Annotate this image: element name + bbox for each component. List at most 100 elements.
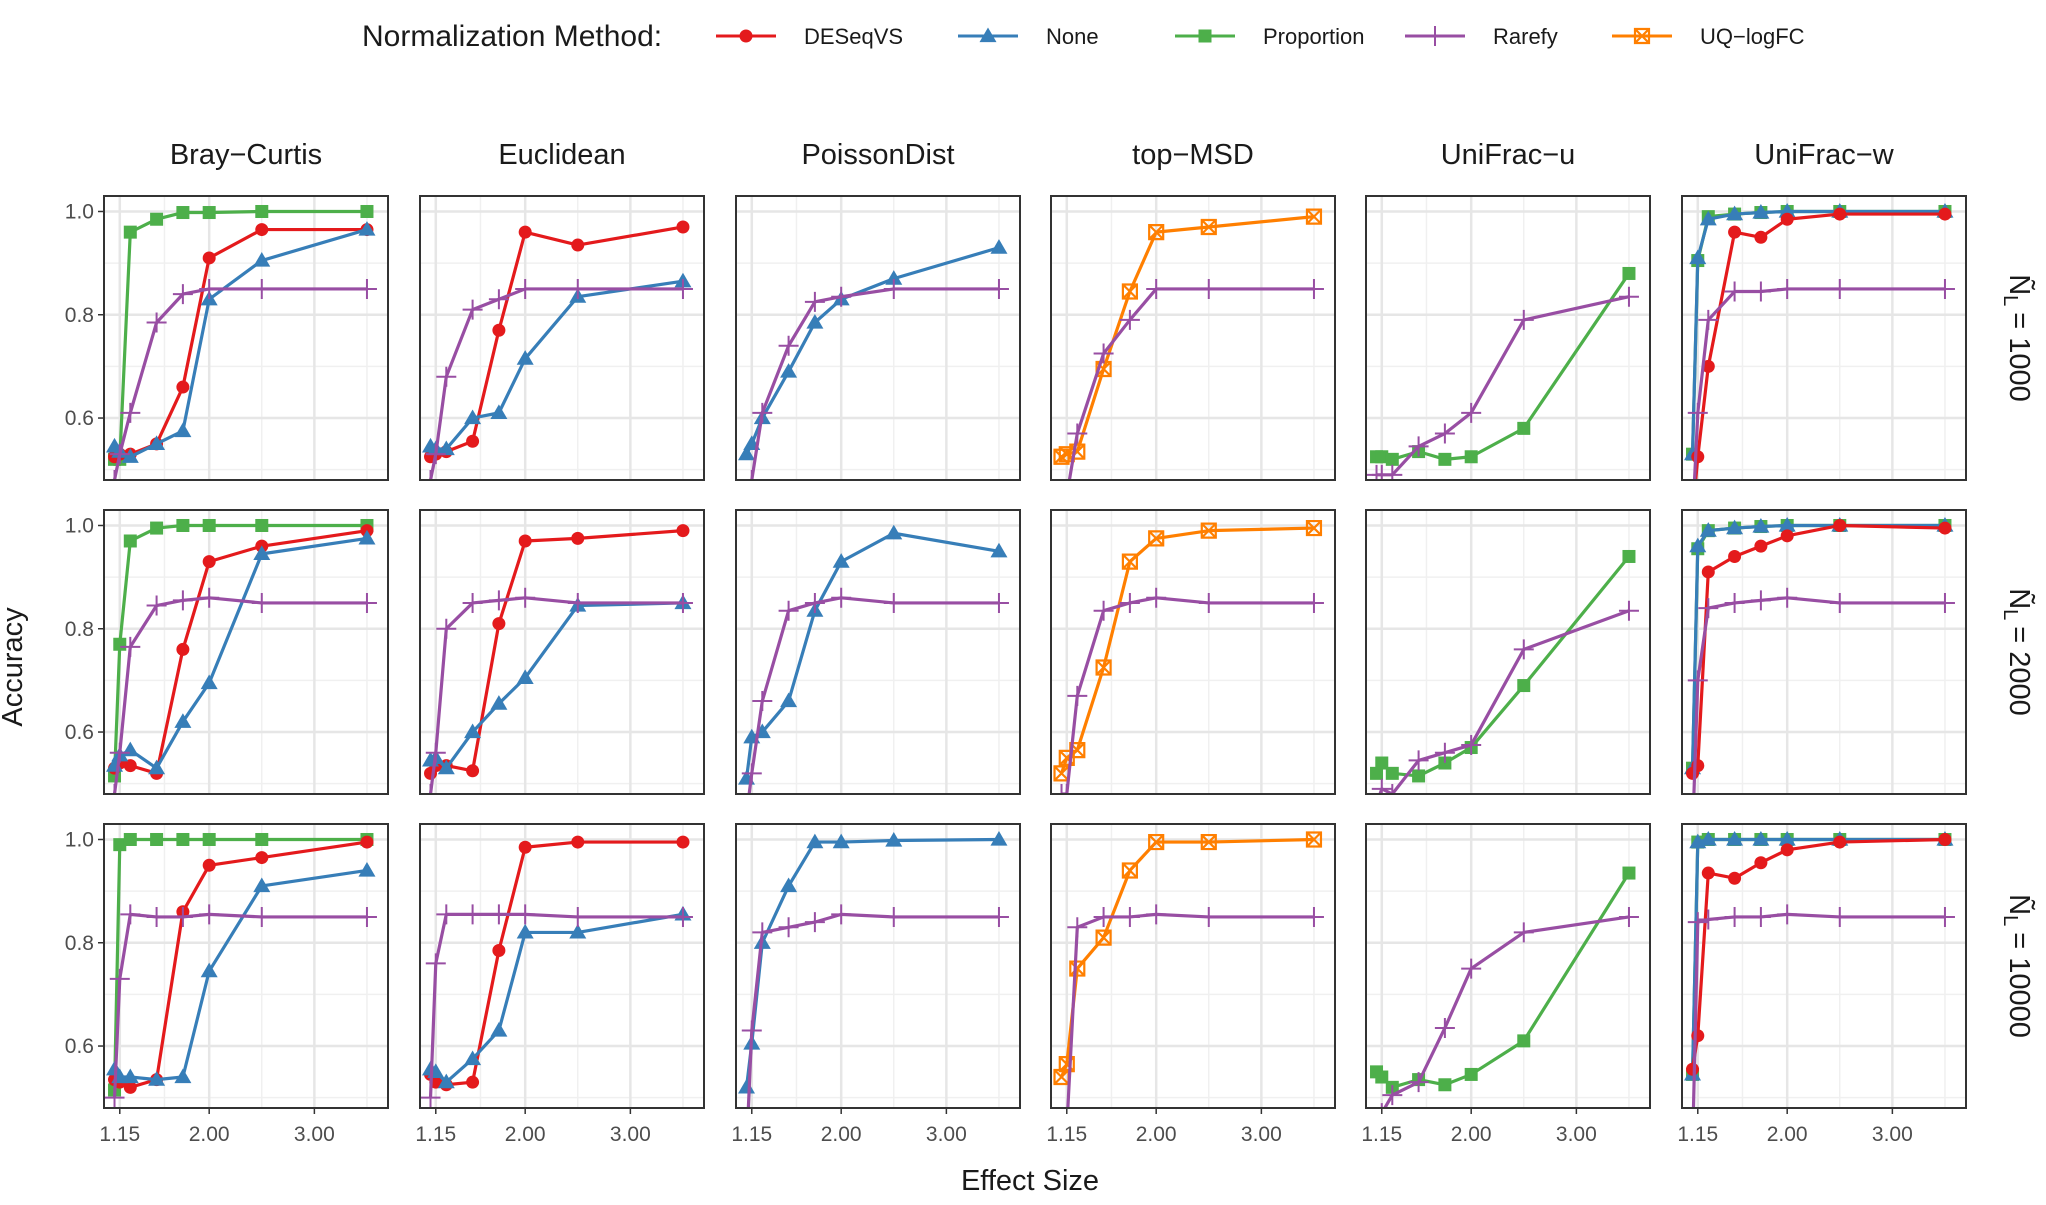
data-point [202,555,216,569]
data-point [1698,598,1719,619]
row-title: ÑL = 2000 [1999,588,2037,716]
facet-panel [419,195,705,481]
data-point [492,323,506,337]
panel-border [103,195,389,481]
data-point [109,968,130,989]
series-rarefy [1687,587,1955,794]
data-point [113,838,127,852]
data-point [1067,685,1088,706]
data-point [251,592,272,613]
data-point [1622,549,1636,563]
legend-title: Normalization Method: [362,20,662,53]
data-point [1382,1085,1403,1106]
data-point [1464,450,1478,464]
data-point [1687,912,1708,933]
data-point [1434,1017,1455,1038]
data-point [202,832,216,846]
column-title: Euclidean [498,139,625,171]
data-point [1148,224,1165,241]
x-tick-label: 3.00 [926,1123,967,1146]
panel-background [1051,824,1335,1108]
data-point [1754,230,1768,244]
legend-item: Proportion [1175,24,1365,49]
data-point [146,312,167,333]
y-tick-label: 0.6 [65,1035,94,1058]
data-point [780,877,798,893]
data-point [109,742,130,763]
data-point [462,904,483,925]
data-point [199,587,220,608]
data-point [780,363,798,378]
data-point [569,923,587,939]
panel-border [103,509,389,795]
data-point [120,402,141,423]
facet-panel [735,509,1021,795]
data-point [1752,518,1770,533]
series-rarefy [1051,587,1324,794]
series-rarefy [1067,278,1324,480]
data-point [420,784,441,794]
data-point [1513,639,1534,660]
data-point [1056,784,1077,794]
x-tick-label: 3.00 [1872,1123,1913,1146]
x-tick-label: 1.15 [1361,1123,1402,1146]
data-point [150,832,164,846]
data-point [1198,278,1219,299]
data-point [1934,592,1955,613]
data-point [1622,866,1636,880]
series-rarefy [104,587,377,794]
data-point [425,444,446,465]
panel-data [1053,208,1324,480]
data-point [885,524,903,540]
data-point [120,904,141,925]
data-point [1618,906,1639,927]
data-point [356,592,377,613]
x-tick-label: 2.00 [189,1123,230,1146]
data-point [420,1087,441,1108]
data-point [1200,833,1217,851]
data-point [571,531,585,545]
data-point [1408,436,1429,457]
x-tick-label: 3.00 [1241,1123,1282,1146]
data-point [1728,225,1742,239]
data-point [123,832,137,846]
data-point [831,587,852,608]
panel-data [420,220,693,480]
data-point [515,904,536,925]
data-point [752,402,773,423]
data-point [780,692,798,708]
panel-data [1684,202,1955,480]
row-title-subscript: L [1999,915,2021,926]
data-point [741,1020,762,1041]
data-point [200,674,218,690]
data-point [1119,592,1140,613]
data-point [1095,659,1112,676]
data-point [1461,958,1482,979]
data-point [202,251,216,265]
data-point [437,1073,455,1089]
data-point [104,470,125,480]
panel-grid [736,196,1020,480]
series-line [1690,837,1946,1070]
data-point [1095,929,1112,946]
data-point [1829,592,1850,613]
data-point [804,592,825,613]
panel-border [1681,509,1967,795]
data-point [1069,960,1086,977]
data-point [1303,278,1324,299]
facet-panel [735,823,1021,1109]
data-point [806,833,824,849]
panel-border [1050,509,1336,795]
data-point [1724,906,1745,927]
panel-data [1051,519,1324,794]
row-title: ÑL = 1000 [1999,274,2037,402]
row-title-value: = 1000 [2003,312,2035,402]
panel-data [1366,266,1639,480]
data-point [121,1068,139,1084]
data-point [176,206,190,220]
data-point [1408,1072,1429,1093]
data-point [1750,281,1771,302]
data-point [1689,537,1707,553]
data-point [1780,212,1794,226]
data-point [104,784,125,794]
